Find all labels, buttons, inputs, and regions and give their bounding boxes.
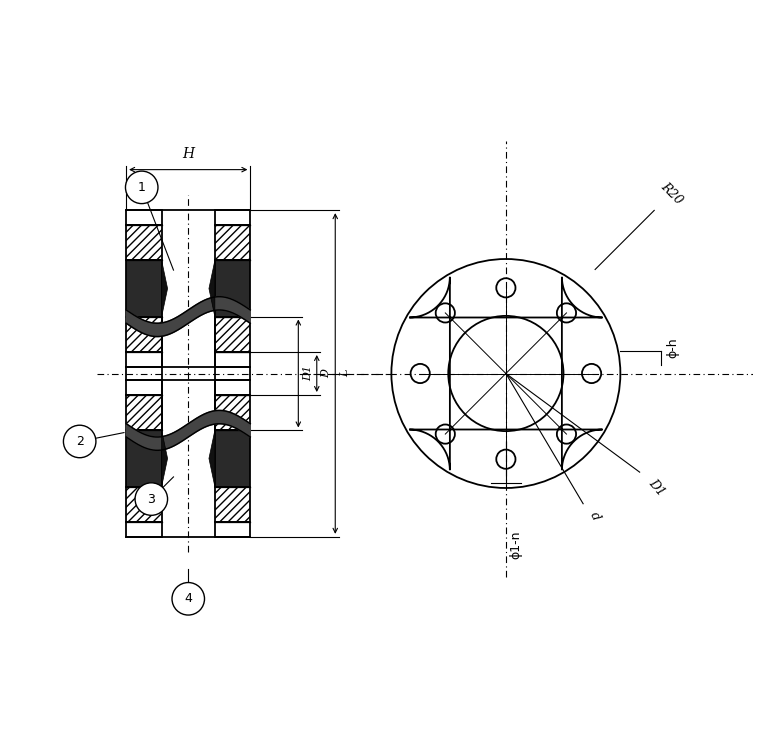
Text: d: d [587, 510, 602, 523]
Text: ϕ-h: ϕ-h [666, 338, 679, 358]
Text: 3: 3 [147, 492, 155, 506]
Polygon shape [215, 210, 250, 225]
Polygon shape [126, 317, 161, 352]
Text: L: L [339, 370, 349, 377]
Polygon shape [409, 277, 603, 470]
Text: D: D [321, 369, 331, 378]
Text: R20: R20 [658, 179, 685, 207]
Polygon shape [161, 430, 167, 486]
Polygon shape [161, 261, 167, 317]
Polygon shape [215, 380, 250, 395]
Polygon shape [126, 210, 161, 225]
Polygon shape [215, 395, 250, 430]
Polygon shape [126, 380, 161, 395]
Polygon shape [209, 430, 215, 486]
Polygon shape [126, 522, 161, 537]
Polygon shape [215, 522, 250, 537]
Text: ϕ1-n: ϕ1-n [510, 531, 522, 560]
Polygon shape [126, 430, 161, 486]
Text: 2: 2 [76, 435, 84, 448]
Text: 1: 1 [137, 181, 146, 194]
Polygon shape [126, 395, 161, 430]
Circle shape [172, 583, 204, 615]
Polygon shape [215, 261, 250, 317]
Polygon shape [209, 261, 215, 317]
Polygon shape [215, 317, 250, 352]
Text: D1: D1 [646, 477, 667, 499]
Polygon shape [215, 225, 250, 261]
Polygon shape [126, 261, 161, 317]
Text: H: H [182, 146, 194, 161]
Polygon shape [126, 352, 161, 367]
Text: 4: 4 [184, 592, 192, 605]
Circle shape [135, 483, 167, 515]
Polygon shape [126, 297, 250, 337]
Polygon shape [215, 352, 250, 367]
Polygon shape [126, 410, 250, 450]
Polygon shape [215, 486, 250, 522]
Polygon shape [126, 225, 161, 261]
Circle shape [64, 425, 96, 458]
Polygon shape [215, 430, 250, 486]
Polygon shape [126, 486, 161, 522]
Text: D1: D1 [303, 365, 313, 382]
Circle shape [125, 171, 158, 204]
